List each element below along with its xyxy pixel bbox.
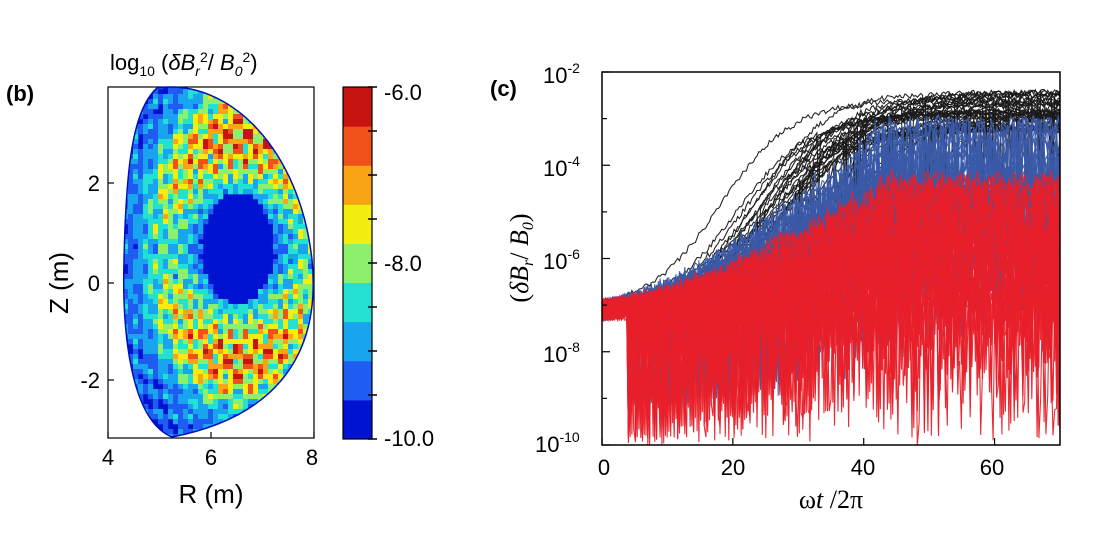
panel-c-xtick-60: 60 bbox=[980, 455, 1004, 480]
colorbar-label-mid: -8.0 bbox=[384, 251, 422, 276]
series-line-2-26 bbox=[602, 249, 1060, 445]
series-line-2-22 bbox=[602, 211, 1060, 444]
colorbar-level-5 bbox=[343, 204, 372, 244]
panel-c: (c) 10-2 10-4 10-6 10-8 10-10 0 20 40 60… bbox=[490, 60, 1061, 514]
panel-b-ytick-0: 0 bbox=[88, 271, 100, 296]
panel-c-yticklabels: 10-2 10-4 10-6 10-8 10-10 bbox=[535, 60, 580, 457]
panel-c-ylabel: (δBr/ B0) bbox=[505, 213, 537, 302]
series-line-1-26 bbox=[602, 151, 1060, 409]
colorbar-label-top: -6.0 bbox=[384, 80, 422, 105]
series-line-2-29 bbox=[602, 273, 1060, 443]
colorbar-level-4 bbox=[343, 243, 372, 284]
colorbar-level-2 bbox=[343, 321, 372, 362]
series-line-0-11 bbox=[602, 97, 1060, 304]
panel-c-xtick-0: 0 bbox=[598, 455, 610, 480]
panel-b-ylabel: Z (m) bbox=[44, 252, 74, 314]
colorbar-level-7 bbox=[343, 126, 372, 166]
series-line-1-27 bbox=[602, 114, 1060, 398]
panel-b-ytick-m2: -2 bbox=[80, 368, 100, 393]
colorbar: -6.0 -8.0 -10.0 bbox=[342, 80, 434, 451]
panel-b-label: (b) bbox=[6, 81, 34, 106]
colorbar-level-0 bbox=[343, 399, 372, 440]
colorbar-level-6 bbox=[343, 165, 372, 205]
panel-b-ytick-2: 2 bbox=[88, 171, 100, 196]
panel-b-xlabel: R (m) bbox=[179, 479, 244, 509]
ytick-1e-6: 10-6 bbox=[543, 246, 580, 274]
panel-b-xtick-4: 4 bbox=[102, 445, 114, 470]
ytick-1e-8: 10-8 bbox=[543, 339, 580, 367]
ytick-1e-10: 10-10 bbox=[535, 429, 580, 457]
panel-b-title: log10 (δBr2/ B02) bbox=[110, 49, 258, 79]
panel-c-label: (c) bbox=[490, 76, 517, 101]
line-series bbox=[602, 88, 1060, 445]
panel-b-xtick-6: 6 bbox=[205, 445, 217, 470]
series-line-2-28 bbox=[602, 229, 1060, 444]
panel-c-ticks bbox=[601, 71, 996, 446]
panel-b-ticks bbox=[107, 182, 315, 438]
panel-b-xtick-8: 8 bbox=[306, 445, 318, 470]
panel-c-xtick-20: 20 bbox=[721, 455, 745, 480]
ytick-1e-2: 10-2 bbox=[543, 60, 580, 88]
series-line-2-24 bbox=[602, 182, 1060, 425]
panel-c-xlabel: ωt /2π bbox=[799, 485, 863, 514]
panel-b: (b) log10 (δBr2/ B02) 4 6 8 2 0 -2 R (m)… bbox=[6, 49, 434, 509]
panel-c-xtick-40: 40 bbox=[851, 455, 875, 480]
colorbar-level-1 bbox=[343, 360, 372, 401]
colorbar-label-bottom: -10.0 bbox=[384, 426, 434, 451]
colorbar-level-8 bbox=[343, 87, 372, 127]
ytick-1e-4: 10-4 bbox=[543, 153, 580, 181]
colorbar-level-3 bbox=[343, 282, 372, 323]
